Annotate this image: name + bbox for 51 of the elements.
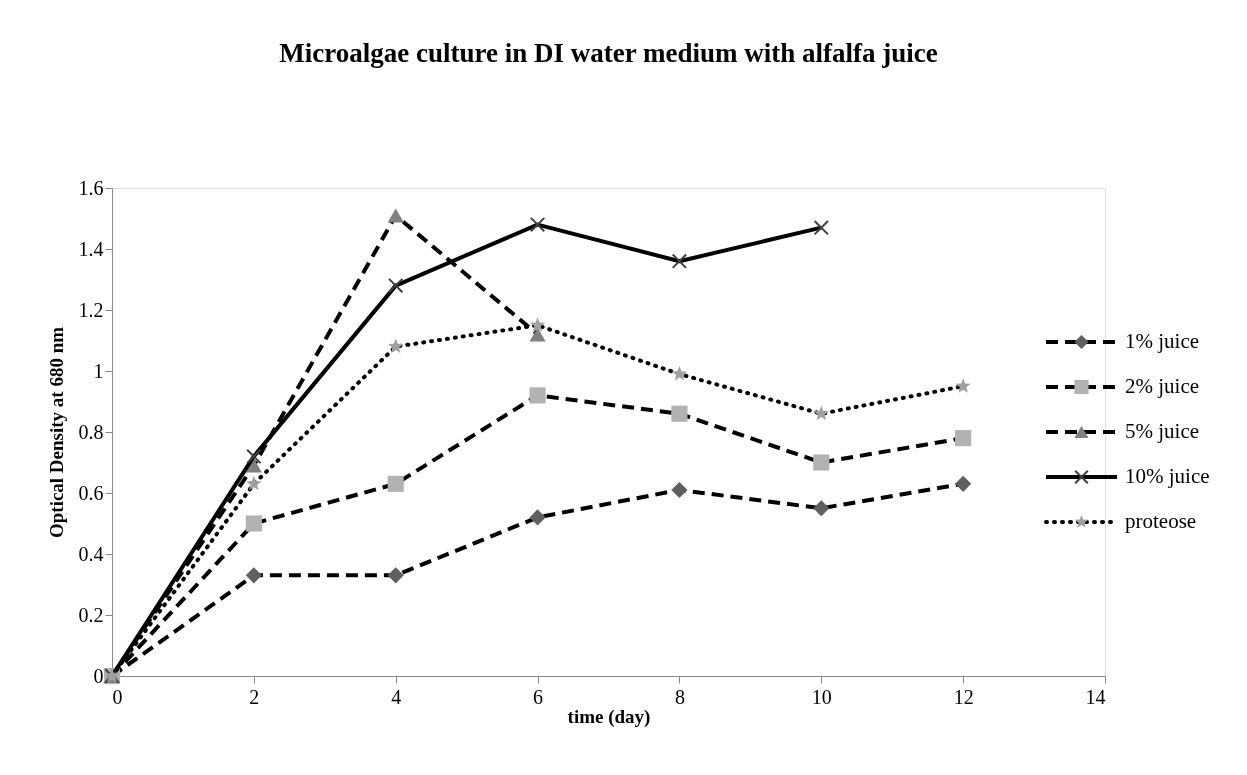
y-tick-label: 0.6 (78, 481, 104, 504)
point (529, 317, 546, 332)
legend-label: 10% juice (1125, 464, 1210, 488)
x-tick-label: 10 (811, 685, 832, 708)
point (671, 365, 688, 381)
point (813, 405, 829, 421)
point (671, 405, 688, 422)
legend-label: 5% juice (1125, 419, 1200, 443)
point (813, 219, 829, 236)
x-tick-label: 14 (1085, 685, 1106, 708)
legend-label: 1% juice (1125, 329, 1200, 353)
point (955, 378, 971, 393)
y-tick-label: 0.4 (78, 542, 104, 565)
y-tick-label: 1.6 (78, 176, 104, 199)
point (245, 567, 262, 584)
point (813, 454, 830, 471)
point (529, 509, 546, 526)
point (387, 475, 404, 492)
point (246, 475, 262, 491)
point (246, 448, 262, 465)
y-tick-label: 0.2 (78, 603, 104, 626)
x-tick-label: 2 (249, 685, 260, 708)
x-tick-label: 12 (953, 685, 974, 708)
point (955, 475, 972, 492)
x-tick-label: 6 (533, 685, 544, 708)
point (388, 277, 404, 294)
point (529, 327, 546, 342)
y-axis-title: Optical Density at 680 nm (45, 326, 67, 539)
legend-label: 2% juice (1125, 374, 1200, 398)
x-tick-label: 8 (674, 685, 685, 708)
y-tick-label: 1.4 (78, 237, 104, 260)
y-tick-label: 1.2 (78, 298, 104, 321)
point (529, 387, 546, 404)
point (671, 481, 688, 499)
y-tick-label: 1 (93, 359, 104, 382)
chart-title: Microalgae culture in DI water medium with alfalfa juice (279, 38, 938, 68)
legend-label: proteose (1125, 509, 1197, 533)
y-tick-label: 0.8 (78, 420, 104, 443)
y-tick-label: 0 (93, 664, 104, 687)
point (387, 567, 404, 584)
point (813, 500, 830, 517)
x-tick-label: 0 (112, 685, 123, 708)
point (245, 458, 262, 473)
x-tick-label: 4 (391, 685, 402, 708)
point (529, 216, 546, 233)
x-axis-title: time (day) (567, 705, 651, 728)
point (955, 430, 972, 447)
point (245, 515, 262, 532)
point (671, 253, 688, 269)
point (388, 338, 404, 354)
point (387, 208, 404, 223)
